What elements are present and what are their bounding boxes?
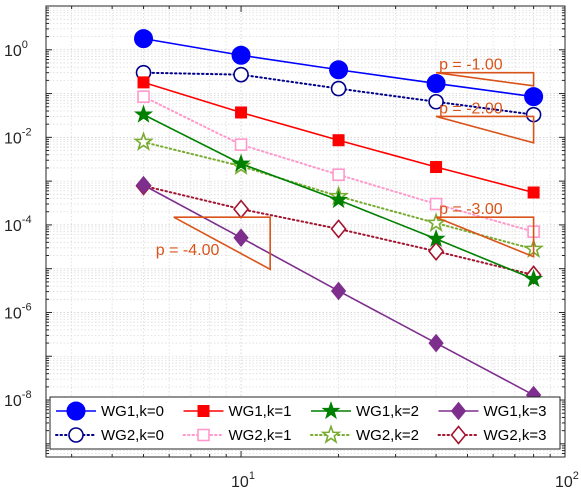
- triangle-outline: [435, 71, 535, 87]
- circle-marker: [426, 73, 446, 93]
- tick-exponent: -2: [22, 126, 32, 138]
- pentagram-marker: [231, 153, 251, 172]
- tick-base: 10: [231, 474, 249, 491]
- legend-label: WG1,k=1: [229, 403, 292, 420]
- square-marker: [137, 76, 150, 89]
- pentagram-marker: [133, 131, 154, 151]
- series-wg1-k-0: [134, 29, 544, 107]
- slope-triangle: p = -1.00: [435, 57, 535, 87]
- diamond-marker: [450, 401, 467, 421]
- series-line: [142, 71, 535, 116]
- axis-ticks: [46, 5, 566, 458]
- legend-entry: WG1,k=2: [311, 400, 419, 420]
- square-marker: [332, 134, 345, 147]
- square-marker: [430, 161, 443, 174]
- legend-entry: WG1,k=0: [56, 401, 164, 421]
- slope-label: p = -3.00: [439, 201, 503, 218]
- tick-exponent: 2: [573, 470, 579, 482]
- legend-label: WG2,k=3: [484, 427, 547, 444]
- square-marker: [197, 428, 210, 442]
- circle-marker: [330, 80, 347, 97]
- slope-triangles: p = -1.00 p = -2.00 p = -3.00 p = -4.00: [156, 57, 535, 271]
- legend-entry: WG2,k=0: [55, 427, 164, 444]
- square-marker: [197, 405, 210, 417]
- circle-marker: [231, 45, 251, 65]
- diamond-marker: [135, 175, 152, 195]
- tick-base: 10: [4, 305, 22, 322]
- square-marker: [235, 106, 248, 119]
- pentagram-marker: [133, 104, 154, 123]
- slope-label: p = -1.00: [439, 57, 503, 74]
- legend-label: WG1,k=3: [484, 403, 547, 420]
- square-marker: [332, 168, 345, 182]
- square-marker: [429, 197, 443, 211]
- y-tick-label: 10-4: [4, 214, 32, 235]
- legend-entry: WG2,k=3: [437, 425, 547, 445]
- y-tick-label: 100: [4, 39, 28, 60]
- legend-label: WG2,k=0: [101, 427, 164, 444]
- circle-marker: [233, 66, 249, 83]
- y-tick-label: 10-2: [4, 126, 32, 147]
- circle-marker: [428, 93, 444, 110]
- pentagram-marker: [321, 400, 341, 420]
- diamond-marker: [450, 425, 467, 445]
- pentagram-marker: [426, 228, 446, 247]
- tick-base: 10: [4, 130, 22, 147]
- tick-base: 10: [4, 218, 22, 235]
- square-marker: [137, 90, 150, 103]
- tick-exponent: 1: [249, 470, 255, 482]
- legend-label: WG2,k=1: [229, 427, 292, 444]
- diamond-marker: [233, 228, 249, 247]
- series-wg2-k-0: [135, 64, 542, 123]
- circle-marker: [134, 29, 154, 49]
- circle-marker: [524, 87, 544, 107]
- x-axis-tick-labels: 101 102: [231, 470, 579, 491]
- diamond-marker: [428, 241, 445, 262]
- triangle-outline: [173, 216, 271, 271]
- tick-base: 10: [555, 474, 573, 491]
- diamond-marker: [330, 219, 347, 239]
- square-marker: [527, 186, 540, 199]
- pentagram-marker: [524, 269, 544, 288]
- slope-label: p = -2.00: [439, 100, 503, 117]
- legend: WG1,k=0 WG1,k=1 WG1,k=2 WG1,k=3 WG2,k=0 WG2,k…: [49, 396, 561, 450]
- legend-entry: WG2,k=1: [182, 427, 292, 444]
- diamond-marker: [428, 333, 444, 353]
- series-wg1-k-2: [133, 104, 544, 288]
- legend-entry: WG1,k=1: [183, 403, 292, 420]
- tick-base: 10: [4, 393, 22, 410]
- circle-marker: [68, 427, 84, 443]
- legend-entry: WG2,k=2: [310, 424, 419, 444]
- diamond-marker: [330, 281, 347, 301]
- slope-label: p = -4.00: [156, 242, 220, 259]
- triangle-outline: [435, 216, 535, 258]
- legend-label: WG2,k=2: [356, 427, 419, 444]
- tick-exponent: -8: [22, 389, 32, 401]
- triangle-outline: [435, 115, 535, 144]
- square-marker: [234, 138, 248, 151]
- slope-triangle: p = -2.00: [435, 100, 535, 144]
- series-wg1-k-1: [137, 76, 540, 199]
- legend-entry: WG1,k=3: [438, 401, 547, 421]
- legend-label: WG1,k=0: [101, 403, 164, 420]
- x-tick-label: 102: [555, 470, 579, 491]
- legend-label: WG1,k=2: [356, 403, 419, 420]
- legend-box: [49, 396, 561, 450]
- y-tick-label: 10-8: [4, 389, 32, 410]
- tick-exponent: -4: [22, 214, 32, 226]
- circle-marker: [329, 60, 349, 80]
- tick-exponent: -6: [22, 301, 32, 313]
- slope-triangle: p = -3.00: [435, 201, 535, 258]
- circle-marker: [66, 401, 86, 421]
- tick-exponent: 0: [22, 39, 28, 51]
- slope-triangle: p = -4.00: [156, 216, 271, 271]
- x-tick-label: 101: [231, 470, 255, 491]
- tick-base: 10: [4, 43, 22, 60]
- pentagram-marker: [320, 424, 342, 444]
- y-tick-label: 10-6: [4, 301, 32, 322]
- pentagram-marker: [329, 190, 349, 209]
